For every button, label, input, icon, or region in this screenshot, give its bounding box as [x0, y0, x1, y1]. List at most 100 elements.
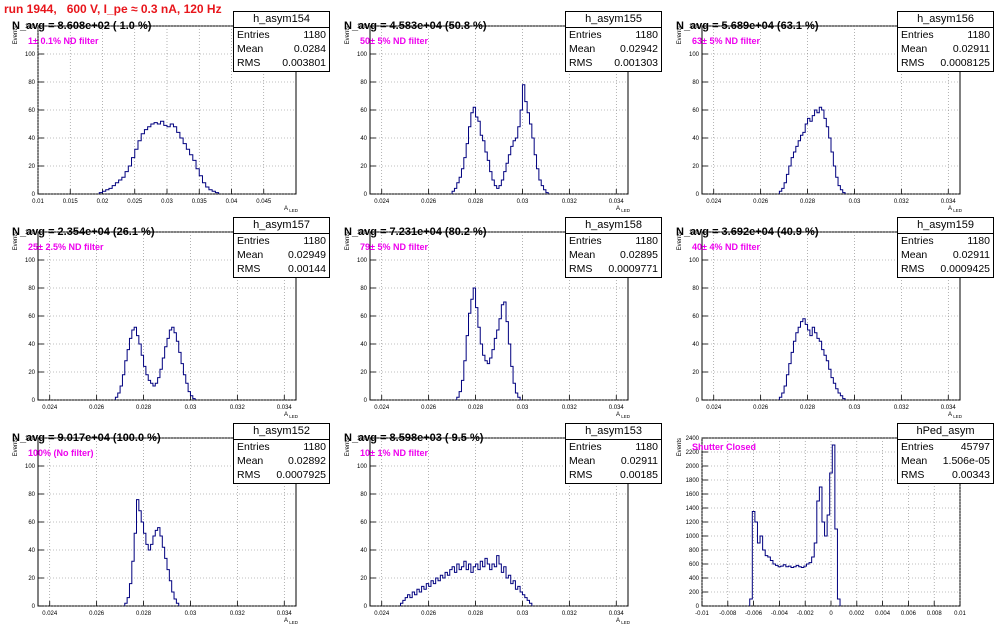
x-tick-label: 0.028	[468, 405, 484, 411]
stats-value: 0.0009425	[940, 263, 990, 275]
y-tick-label: 0	[696, 604, 700, 610]
x-tick-label: 0.034	[277, 611, 293, 617]
stats-row-entries: Entries 1180	[566, 28, 661, 42]
y-tick-label: 40	[28, 548, 35, 554]
navg-label: N_avg = 4.583e+04 (50.8 %)	[344, 20, 487, 32]
y-tick-label: 100	[357, 464, 368, 470]
y-axis-label: Events	[677, 26, 683, 44]
y-tick-label: 100	[357, 52, 368, 58]
stats-row-entries: Entries 1180	[234, 440, 329, 454]
stats-row-entries: Entries 1180	[898, 28, 993, 42]
x-tick-label: 0.024	[374, 199, 390, 205]
y-tick-label: 120	[357, 230, 368, 236]
x-tick-label: 0.032	[562, 199, 578, 205]
stats-value: 0.0284	[293, 43, 326, 55]
x-tick-label: 0.028	[468, 199, 484, 205]
stats-key: Mean	[569, 455, 596, 467]
y-tick-label: 0	[364, 192, 368, 198]
y-tick-label: 20	[692, 164, 699, 170]
y-tick-label: 0	[364, 604, 368, 610]
navg-label: N_avg = 7.231e+04 (80.2 %)	[344, 226, 487, 238]
y-tick-label: 0	[32, 192, 36, 198]
x-tick-label: 0.03	[161, 199, 173, 205]
stats-row-entries: Entries 1180	[898, 234, 993, 248]
x-tick-label: 0.03	[849, 405, 861, 411]
stats-name: h_asym152	[234, 424, 329, 440]
run-title: run 1944, 600 V, I_pe ≈ 0.3 nA, 120 Hz	[4, 2, 222, 16]
histogram-series	[114, 326, 196, 400]
y-tick-label: 120	[25, 230, 36, 236]
y-tick-label: 1000	[686, 534, 700, 540]
stats-value: 1.506e-05	[942, 455, 990, 467]
stats-key: Entries	[569, 29, 602, 41]
stats-value: 45797	[960, 441, 990, 453]
stats-row-rms: RMS 0.0008125	[898, 56, 993, 70]
navg-label: N_avg = 8.608e+02 ( 1.0 %)	[12, 20, 152, 32]
y-tick-label: 2400	[686, 436, 700, 442]
x-tick-label: 0.02	[97, 199, 109, 205]
y-axis-label: Events	[677, 438, 683, 456]
x-tick-label: 0.026	[89, 405, 105, 411]
x-tick-label: 0.034	[609, 199, 625, 205]
filter-label: 25± 2.5% ND filter	[28, 242, 104, 252]
stats-value: 0.02911	[952, 249, 990, 261]
x-axis-label: A LED	[616, 412, 631, 419]
stats-box: h_asym159 Entries 1180 Mean 0.02911 RMS 0.0009…	[897, 217, 994, 278]
y-tick-label: 120	[689, 230, 700, 236]
histogram-series	[456, 287, 521, 400]
stats-value: 1180	[967, 235, 990, 247]
stats-row-rms: RMS 0.0009771	[566, 262, 661, 276]
y-tick-label: 0	[364, 398, 368, 404]
y-tick-label: 80	[28, 492, 35, 498]
stats-key: RMS	[901, 469, 925, 481]
x-tick-label: 0.032	[562, 611, 578, 617]
x-tick-label: 0.008	[927, 611, 943, 617]
y-tick-label: 2200	[686, 450, 700, 456]
stats-key: RMS	[569, 57, 593, 69]
x-tick-label: 0.026	[421, 405, 437, 411]
x-tick-label: 0.024	[42, 405, 58, 411]
stats-row-rms: RMS 0.00343	[898, 468, 993, 482]
stats-key: Entries	[237, 441, 270, 453]
stats-value: 1180	[635, 235, 658, 247]
filter-label: Shutter Closed	[692, 442, 757, 452]
histogram-series	[749, 444, 841, 606]
x-tick-label: 0.024	[42, 611, 58, 617]
x-tick-label: 0.028	[800, 199, 816, 205]
x-tick-label: 0.034	[941, 199, 957, 205]
x-tick-label: 0.035	[192, 199, 208, 205]
x-tick-label: 0.026	[753, 199, 769, 205]
x-tick-label: 0.034	[609, 405, 625, 411]
stats-row-rms: RMS 0.00144	[234, 262, 329, 276]
stats-box: h_asym155 Entries 1180 Mean 0.02942 RMS 0.0013…	[565, 11, 662, 72]
x-axis-label: A LED	[284, 206, 299, 213]
x-tick-label: 0.026	[753, 405, 769, 411]
x-tick-label: 0.032	[230, 611, 246, 617]
stats-row-mean: Mean 0.02895	[566, 248, 661, 262]
stats-name: hPed_asym	[898, 424, 993, 440]
x-tick-label: 0.024	[706, 199, 722, 205]
y-tick-label: 80	[692, 80, 699, 86]
y-tick-label: 200	[689, 590, 700, 596]
histogram-panel-h_asym159: 0.024 0.026 0.028 0.03 0.032 0.034 0 20 40 60 80 10…	[664, 216, 996, 422]
y-axis-label: Events	[345, 232, 351, 250]
navg-label: N_avg = 3.692e+04 (40.9 %)	[676, 226, 819, 238]
stats-box: h_asym153 Entries 1180 Mean 0.02911 RMS 0.0018…	[565, 423, 662, 484]
y-tick-label: 40	[28, 342, 35, 348]
stats-row-rms: RMS 0.0009425	[898, 262, 993, 276]
y-tick-label: 40	[28, 136, 35, 142]
x-tick-label: 0.034	[277, 405, 293, 411]
stats-key: Entries	[237, 29, 270, 41]
stats-value: 0.02895	[620, 249, 658, 261]
stats-row-entries: Entries 1180	[566, 440, 661, 454]
x-tick-label: 0.03	[517, 611, 529, 617]
histogram-series	[124, 499, 180, 606]
navg-label: N_avg = 8.598e+03 ( 9.5 %)	[344, 432, 484, 444]
y-tick-label: 20	[360, 576, 367, 582]
y-tick-label: 800	[689, 548, 700, 554]
x-tick-label: 0.03	[517, 199, 529, 205]
y-tick-label: 20	[360, 164, 367, 170]
stats-key: RMS	[569, 263, 593, 275]
stats-value: 0.02911	[620, 455, 658, 467]
stats-value: 0.0009771	[608, 263, 658, 275]
